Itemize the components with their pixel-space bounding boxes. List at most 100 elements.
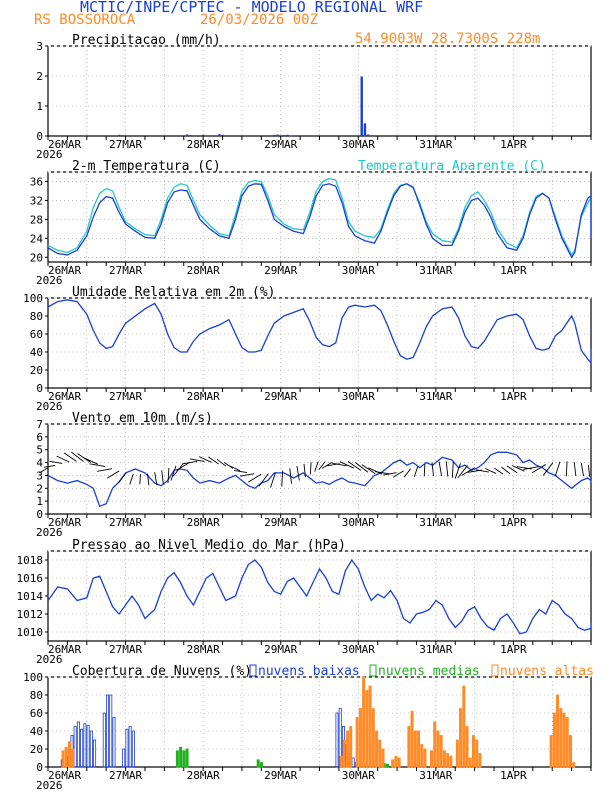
cloud-bar-nuvens-baixas [109, 694, 113, 768]
rh-ytick-label: 100 [23, 292, 43, 305]
cloud-bar-nuvens-altas [345, 730, 349, 768]
wind-vector [318, 461, 326, 471]
wind-vector [281, 470, 284, 487]
clouds-ytick-label: 100 [23, 671, 43, 684]
clouds-xtick-label: 27MAR [109, 769, 142, 782]
wind-vector [234, 469, 248, 473]
clouds-xtick-label: 30MAR [342, 769, 375, 782]
precip-bar [282, 135, 286, 136]
temp-panel: 20 24 28 32 36 26MAR 27MAR 28MAR 29MAR 30MAR 31MAR… [30, 159, 592, 287]
wind-vector [368, 467, 383, 475]
wind-vector [176, 461, 191, 471]
cloud-bar-nuvens-altas [420, 744, 424, 768]
wind-vector [314, 461, 319, 472]
cloud-bar-nuvens-altas [349, 726, 353, 768]
pressure-title: Pressao ao Nivel Medio do Mar (hPa) [72, 538, 346, 553]
rh-series-line [47, 299, 592, 365]
precip-bar [273, 134, 276, 136]
cloud-bar-nuvens-altas [391, 759, 395, 768]
wind-vector [339, 461, 354, 469]
wind-vector [501, 466, 511, 475]
clouds-xtick-label: 1APR [500, 769, 527, 782]
wind-vector [167, 468, 170, 484]
wind-vector [438, 461, 443, 476]
wind-vector [321, 461, 333, 469]
cloud-bar-nuvens-baixas [122, 748, 126, 768]
wind-vector [383, 472, 397, 476]
location-label: RS BOSSOROCA [34, 12, 136, 28]
precip-xtick-label: 29MAR [264, 138, 297, 151]
temp-year-label: 2026 [36, 274, 63, 287]
temp-xtick-label: 28MAR [187, 264, 220, 277]
cloud-bar-nuvens-altas [446, 753, 450, 768]
temp-ytick-label: 24 [30, 232, 44, 245]
cloud-bar-nuvens-altas [429, 750, 433, 768]
wind-vector [374, 471, 390, 475]
wind-vector [43, 464, 56, 468]
wind-vector [454, 463, 461, 479]
clouds-xtick-label: 28MAR [187, 769, 220, 782]
wind-vector [355, 462, 369, 473]
cloud-bar-nuvens-altas [397, 757, 401, 768]
pressure-xtick-label: 28MAR [187, 643, 220, 656]
wind-vector [431, 462, 434, 476]
precip-year-label: 2026 [36, 148, 63, 161]
precip-xtick-label: 30MAR [342, 138, 375, 151]
rh-ytick-label: 40 [30, 346, 43, 359]
wind-vector [461, 467, 475, 476]
cloud-bar-nuvens-altas [436, 730, 440, 768]
cloud-bar-nuvens-altas [465, 726, 469, 768]
wind-vector [542, 462, 554, 476]
wind-vector [423, 464, 426, 477]
wind-vector [413, 466, 419, 477]
cloud-bar-nuvens-altas [472, 735, 476, 768]
wind-vector [118, 472, 127, 483]
clouds-panel: 0 20 40 60 80 100 26MAR 27MAR 28MAR 29MAR 30MAR 31M… [23, 664, 594, 792]
temp-legend: Temperatura Aparente (C) [358, 159, 546, 174]
wind-vector [403, 468, 412, 478]
wind-vector [445, 461, 449, 477]
cloud-bar-nuvens-altas [381, 748, 385, 768]
cloud-bar-nuvens-altas [342, 739, 346, 768]
precip-ytick-label: 3 [36, 40, 43, 53]
cloud-bar-nuvens-medias [182, 750, 186, 768]
precip-ytick-label: 0 [36, 130, 43, 143]
wind-vector [216, 458, 227, 467]
cloud-bar-nuvens-altas [339, 755, 343, 768]
precip-ytick-label: 2 [36, 70, 43, 83]
cloud-bar-nuvens-altas [562, 712, 566, 768]
rh-year-label: 2026 [36, 400, 63, 413]
wind-vector [475, 469, 489, 473]
wind-vector [56, 455, 70, 463]
cloud-bar-nuvens-baixas [102, 712, 106, 768]
wind-xtick-label: 26MAR [48, 516, 81, 529]
cloud-bar-nuvens-altas [455, 739, 459, 768]
temp-title: 2-m Temperatura (C) [72, 159, 221, 174]
cloud-bar-nuvens-altas [572, 762, 576, 768]
cloud-bar-nuvens-altas [449, 755, 453, 768]
cloud-legend-label: nuvens medias [378, 664, 480, 679]
cloud-bar-nuvens-altas [478, 753, 482, 768]
cloud-bar-nuvens-baixas [86, 725, 90, 768]
wind-vector [129, 473, 134, 485]
wind-vector [361, 464, 376, 474]
rh-xtick-label: 27MAR [109, 390, 142, 403]
cloud-bar-nuvens-altas [442, 750, 446, 768]
wind-xtick-label: 29MAR [264, 516, 297, 529]
wind-vector [485, 468, 497, 474]
rh-xtick-label: 28MAR [187, 390, 220, 403]
clouds-xtick-label: 31MAR [419, 769, 452, 782]
wind-vector [587, 465, 591, 477]
rh-xtick-label: 30MAR [342, 390, 375, 403]
cloud-bar-nuvens-altas [439, 735, 443, 768]
wind-ytick-label: 3 [36, 469, 43, 482]
wind-year-label: 2026 [36, 526, 63, 539]
precip-bar [276, 134, 279, 136]
cloud-bar-nuvens-altas [61, 750, 65, 768]
wind-vector [198, 456, 212, 463]
precip-bar [286, 134, 289, 136]
wind-vector [531, 464, 546, 474]
clouds-ytick-label: 0 [36, 761, 43, 774]
temp-xtick-label: 30MAR [342, 264, 375, 277]
temp-xtick-label: 29MAR [264, 264, 297, 277]
